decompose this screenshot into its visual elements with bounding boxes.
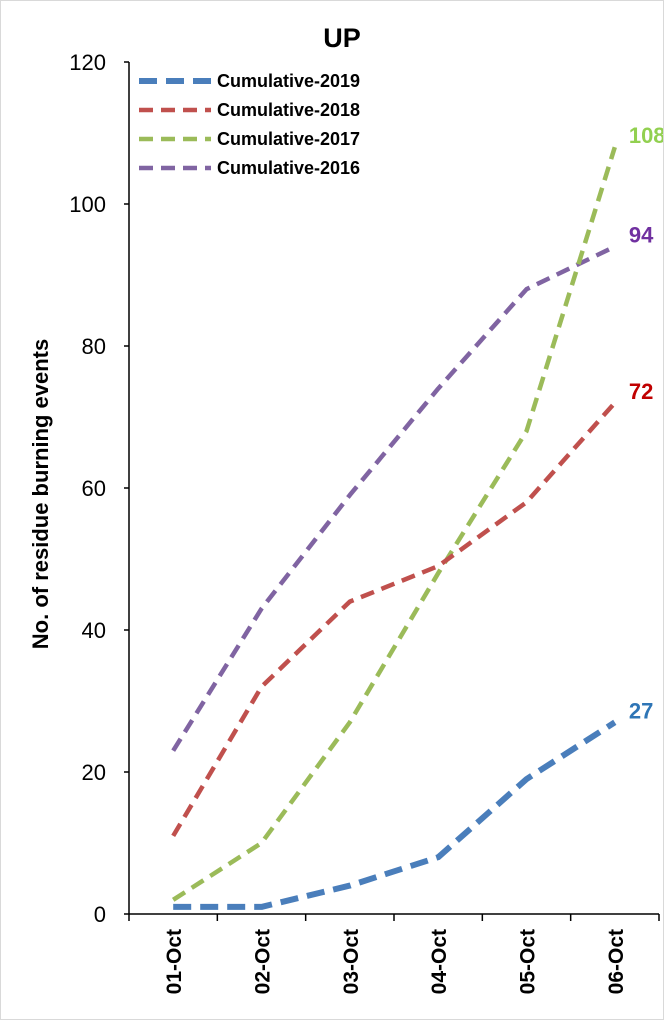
x-tick-label: 01-Oct xyxy=(163,929,186,994)
end-value-label: 94 xyxy=(629,223,654,248)
x-tick-label: 05-Oct xyxy=(517,929,540,994)
y-tick-label: 0 xyxy=(94,902,106,927)
chart-title: UP xyxy=(323,23,361,53)
x-tick-label: 03-Oct xyxy=(340,929,363,994)
axes xyxy=(128,62,659,915)
legend-label: Cumulative-2016 xyxy=(217,158,360,178)
y-tick-label: 60 xyxy=(82,476,106,501)
series-line-cumulative-2018 xyxy=(171,401,617,838)
x-tick-label: 02-Oct xyxy=(252,929,275,994)
end-value-label: 27 xyxy=(629,698,653,723)
y-axis-label: No. of residue burning events xyxy=(28,339,53,649)
series-line-cumulative-2017 xyxy=(171,146,617,902)
series-line-cumulative-2016 xyxy=(171,244,616,752)
end-value-label: 72 xyxy=(629,379,653,404)
y-tick-label: 120 xyxy=(69,50,106,75)
legend: Cumulative-2019 Cumulative-2018 Cumulative… xyxy=(139,71,360,178)
y-tick-label: 100 xyxy=(69,192,106,217)
y-axis-ticks: 0 20 40 60 80 100 120 xyxy=(69,50,129,927)
end-labels: 27 72 108 94 xyxy=(629,123,664,723)
end-value-label: 108 xyxy=(629,123,663,148)
y-tick-label: 40 xyxy=(82,618,106,643)
series-lines xyxy=(171,146,617,910)
y-tick-label: 20 xyxy=(82,760,106,785)
x-axis-ticks: 01-Oct 02-Oct 03-Oct 04-Oct 05-Oct 06-Oct xyxy=(128,914,660,994)
legend-label: Cumulative-2019 xyxy=(217,71,360,91)
y-tick-label: 80 xyxy=(82,334,106,359)
legend-label: Cumulative-2018 xyxy=(217,100,360,120)
x-tick-label: 04-Oct xyxy=(428,929,451,994)
x-tick-label: 06-Oct xyxy=(605,929,628,994)
series-line-cumulative-2019 xyxy=(173,719,617,910)
legend-label: Cumulative-2017 xyxy=(217,129,360,149)
